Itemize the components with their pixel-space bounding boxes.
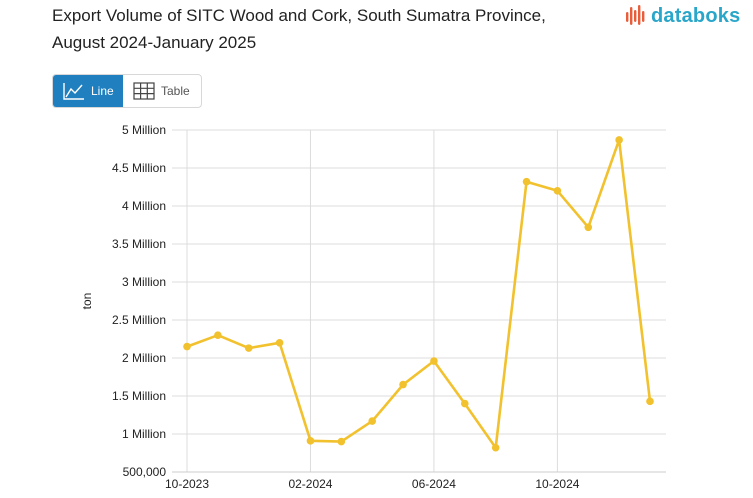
brand-name: databoks (651, 5, 741, 27)
y-tick-label: 5 Million (122, 123, 166, 137)
data-point[interactable] (491, 443, 500, 452)
table-view-label: Table (161, 84, 190, 98)
data-point[interactable] (306, 437, 315, 445)
y-axis-label: ton (80, 293, 94, 310)
y-axis-tick-labels: 500,000 1 Million 1.5 Million 2 Million 2.5 … (112, 123, 166, 479)
x-axis-tick-labels: 10-2023 02-2024 06-2024 10-2024 (165, 477, 580, 491)
data-point[interactable] (646, 397, 654, 406)
grid-lines (172, 129, 666, 473)
data-point[interactable] (522, 177, 531, 186)
data-point[interactable] (584, 223, 593, 232)
y-tick-label: 4 Million (122, 199, 166, 213)
line-view-label: Line (91, 84, 114, 98)
data-point[interactable] (368, 417, 377, 425)
y-tick-label: 500,000 (123, 465, 167, 479)
x-tick-label: 10-2023 (165, 477, 209, 491)
databoks-logo-icon (626, 5, 645, 25)
y-tick-label: 4.5 Million (112, 161, 166, 175)
x-tick-label: 06-2024 (412, 477, 456, 491)
x-tick-label: 10-2024 (535, 477, 579, 491)
data-point[interactable] (430, 357, 438, 365)
y-tick-label: 2 Million (122, 351, 166, 365)
data-point[interactable] (399, 380, 407, 389)
data-point[interactable] (553, 187, 562, 195)
y-tick-label: 3 Million (122, 275, 166, 289)
table-icon (133, 82, 155, 100)
y-tick-label: 3.5 Million (112, 237, 166, 251)
y-tick-label: 1.5 Million (112, 389, 166, 403)
data-point[interactable] (275, 339, 284, 347)
databoks-logo[interactable]: databoks (625, 3, 740, 29)
x-tick-label: 02-2024 (288, 477, 332, 491)
series-line (183, 136, 654, 452)
line-chart-icon (63, 83, 84, 100)
data-point[interactable] (244, 344, 253, 352)
data-point[interactable] (337, 437, 346, 446)
series-path (186, 138, 652, 450)
data-point[interactable] (615, 136, 623, 144)
line-view-button[interactable]: Line (53, 75, 123, 107)
data-point[interactable] (183, 342, 191, 351)
y-tick-label: 2.5 Million (112, 313, 166, 327)
y-tick-label: 1 Million (122, 427, 166, 441)
table-view-button[interactable]: Table (123, 75, 201, 107)
chart-title: Export Volume of SITC Wood and Cork, Sou… (52, 6, 546, 52)
data-point[interactable] (214, 331, 222, 340)
view-toggle: Line Table (52, 74, 202, 108)
data-point[interactable] (461, 399, 469, 408)
